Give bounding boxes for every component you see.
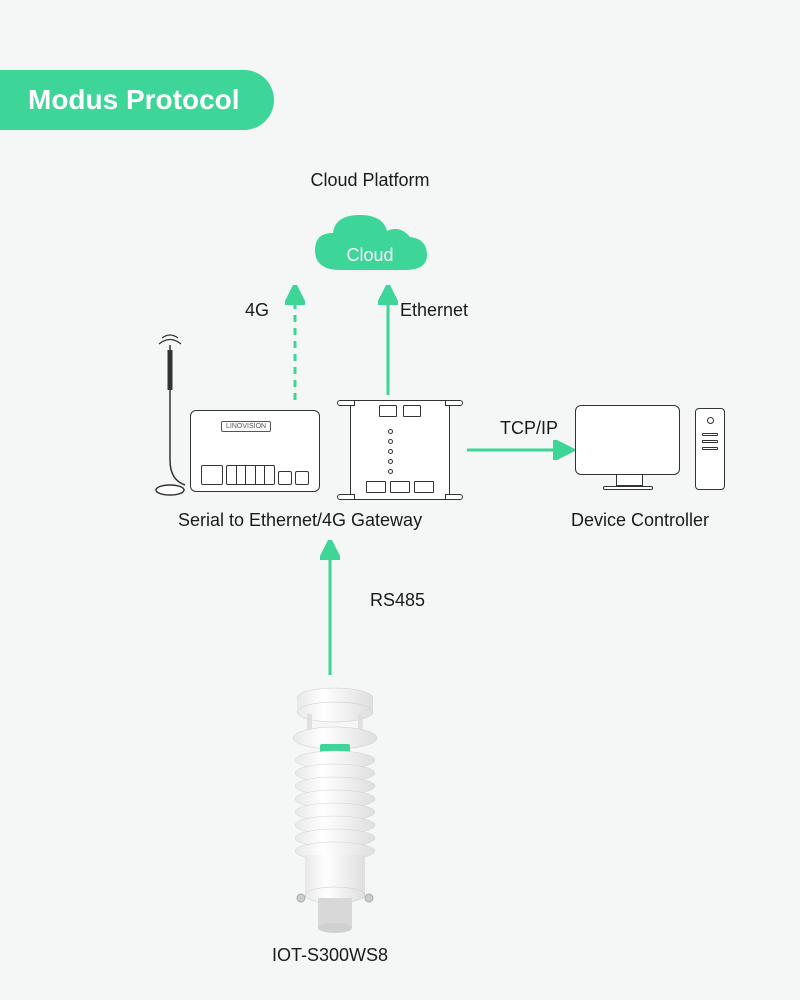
arrow-ethernet	[378, 285, 398, 400]
arrow-tcpip	[465, 440, 575, 460]
monitor-icon	[575, 405, 680, 475]
cloud-platform-label: Cloud Platform	[270, 170, 470, 191]
weather-sensor-device	[275, 680, 395, 940]
gateway-label: Serial to Ethernet/4G Gateway	[150, 510, 450, 531]
cloud-badge-text: Cloud	[305, 245, 435, 266]
gateway-brand-label: LINOVISION	[221, 421, 271, 432]
gateway-ethernet-device	[350, 400, 450, 500]
device-controller	[575, 400, 725, 500]
connection-4g-label: 4G	[245, 300, 269, 321]
antenna-icon	[150, 330, 190, 500]
controller-label: Device Controller	[540, 510, 740, 531]
sensor-label: IOT-S300WS8	[230, 945, 430, 966]
arrow-4g	[285, 285, 305, 405]
gateway-4g-device: LINOVISION	[190, 410, 320, 492]
cloud-icon: Cloud	[305, 205, 435, 285]
pc-tower-icon	[695, 408, 725, 490]
title-badge: Modus Protocol	[0, 70, 274, 130]
connection-ethernet-label: Ethernet	[400, 300, 468, 321]
arrow-rs485	[320, 540, 340, 680]
connection-rs485-label: RS485	[370, 590, 425, 611]
connection-tcpip-label: TCP/IP	[500, 418, 558, 439]
